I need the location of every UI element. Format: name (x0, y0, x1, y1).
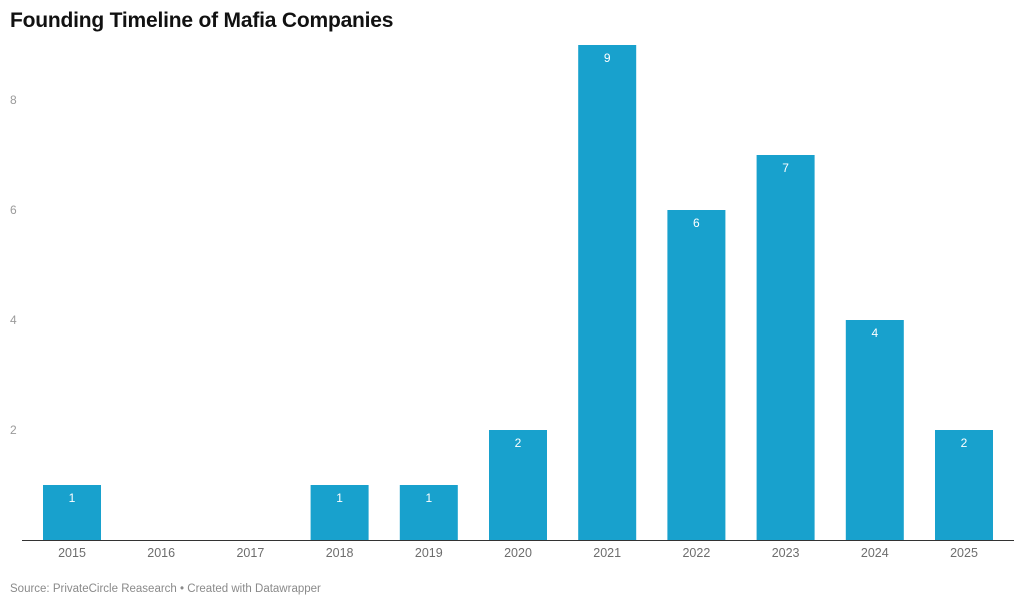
bar-2015 (43, 485, 101, 540)
value-label-2018: 1 (336, 491, 343, 505)
y-tick-label: 4 (10, 313, 17, 327)
bar-2021 (578, 45, 637, 540)
value-label-2015: 1 (69, 491, 76, 505)
bar-2025 (935, 430, 993, 540)
x-tick-label: 2017 (236, 546, 264, 560)
x-tick-label: 2015 (58, 546, 86, 560)
value-label-2025: 2 (961, 436, 968, 450)
x-tick-label: 2024 (861, 546, 889, 560)
value-label-2024: 4 (871, 326, 878, 340)
x-tick-label: 2020 (504, 546, 532, 560)
value-label-2022: 6 (693, 216, 700, 230)
chart-title: Founding Timeline of Mafia Companies (10, 9, 394, 32)
x-axis-ticks: 2015 2016 2017 2018 2019 2020 2021 2022 2023 2024… (58, 546, 978, 560)
y-tick-label: 2 (10, 423, 17, 437)
x-tick-label: 2022 (682, 546, 710, 560)
x-tick-label: 2018 (326, 546, 354, 560)
bar-2018 (310, 485, 369, 540)
bar-2024 (845, 320, 904, 540)
x-tick-label: 2023 (772, 546, 800, 560)
x-tick-label: 2016 (147, 546, 175, 560)
y-axis-ticks: 2 4 6 8 (10, 93, 17, 437)
bar-2020 (489, 430, 547, 540)
bars (43, 45, 993, 540)
bar-2019 (399, 485, 458, 540)
y-tick-label: 8 (10, 93, 17, 107)
x-tick-label: 2021 (593, 546, 621, 560)
x-tick-label: 2019 (415, 546, 443, 560)
bar-2023 (756, 155, 815, 540)
y-tick-label: 6 (10, 203, 17, 217)
value-label-2020: 2 (515, 436, 522, 450)
source-text: Source: PrivateCircle Reasearch (10, 583, 177, 595)
credit-text: Created with Datawrapper (187, 583, 321, 595)
value-label-2019: 1 (425, 491, 432, 505)
bar-2022 (667, 210, 726, 540)
x-tick-label: 2025 (950, 546, 978, 560)
footer-separator: • (180, 583, 185, 595)
footer: Source: PrivateCircle Reasearch • Create… (10, 583, 321, 595)
value-label-2023: 7 (782, 161, 789, 175)
value-label-2021: 9 (604, 51, 611, 65)
